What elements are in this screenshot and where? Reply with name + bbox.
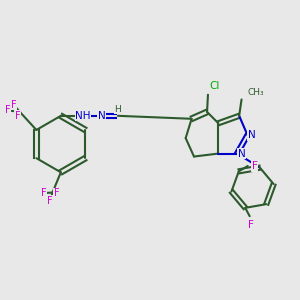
Text: F: F xyxy=(252,161,258,171)
Text: CH₃: CH₃ xyxy=(248,88,264,97)
Text: F: F xyxy=(5,105,11,115)
Text: F: F xyxy=(41,188,46,198)
Text: Cl: Cl xyxy=(209,81,220,91)
Text: F: F xyxy=(248,220,254,230)
Text: N: N xyxy=(238,148,245,159)
Text: H: H xyxy=(115,105,121,114)
Text: F: F xyxy=(11,100,16,110)
Text: N: N xyxy=(98,111,105,121)
Text: F: F xyxy=(54,188,59,198)
Text: F: F xyxy=(15,111,20,121)
Text: NH: NH xyxy=(75,111,91,121)
Text: N: N xyxy=(248,130,256,140)
Text: F: F xyxy=(47,196,53,206)
